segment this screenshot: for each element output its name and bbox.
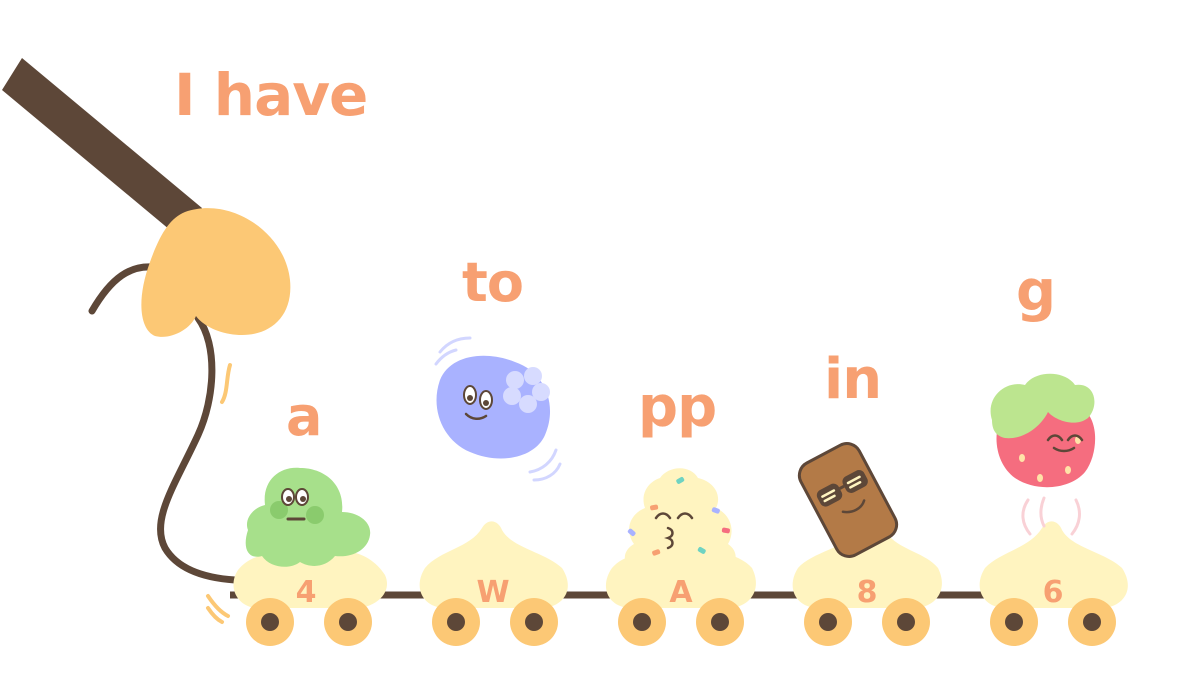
wheel-icon	[432, 598, 480, 646]
train-car-1: 4	[233, 549, 388, 646]
wheel-icon	[618, 598, 666, 646]
car-1-label: 4	[296, 575, 317, 610]
word-in: in	[824, 347, 882, 412]
word-g: g	[1016, 259, 1056, 324]
train-car-2: W	[419, 521, 568, 646]
vanilla-soft-serve-icon	[624, 468, 736, 572]
wheel-icon	[882, 598, 930, 646]
wheel-icon	[990, 598, 1038, 646]
wheel-icon	[246, 598, 294, 646]
chocolate-bar-sunglasses-icon	[797, 442, 899, 558]
word-to: to	[462, 251, 524, 314]
word-a: a	[286, 385, 322, 448]
motion-marks	[206, 363, 232, 624]
car-5-label: 6	[1043, 575, 1064, 610]
wheel-icon	[804, 598, 852, 646]
blueberry-character-icon	[434, 336, 562, 482]
wheel-icon	[324, 598, 372, 646]
word-pp: pp	[638, 375, 717, 440]
wheel-icon	[510, 598, 558, 646]
stick-handle-icon	[2, 58, 202, 240]
phrase-start-word: I have	[174, 61, 368, 129]
car-3-label: A	[669, 575, 693, 610]
oven-mitt-icon	[141, 208, 291, 337]
wheel-icon	[696, 598, 744, 646]
mint-ice-cream-icon	[245, 467, 371, 567]
train-car-5: 6	[979, 521, 1128, 646]
car-2-label: W	[476, 575, 509, 610]
strawberry-character-icon	[990, 373, 1096, 536]
train-car-4: 8	[792, 523, 942, 646]
car-4-label: 8	[857, 575, 878, 610]
wheel-icon	[1068, 598, 1116, 646]
